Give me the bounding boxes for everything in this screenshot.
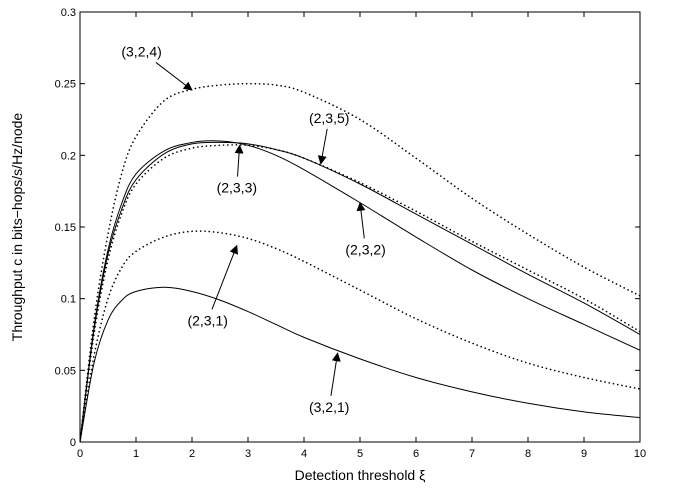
x-tick-label: 5: [357, 448, 363, 460]
y-tick-label: 0.05: [55, 365, 76, 377]
annotation-arrow: [234, 144, 244, 177]
x-axis-label: Detection threshold ξ: [295, 467, 426, 483]
series-line-2: [80, 230, 640, 442]
y-tick-label: 0.2: [61, 150, 76, 162]
x-tick-label: 7: [469, 448, 475, 460]
annotation-layer: (3,2,4) (2,3,5) (2,3,3) (2,3,2) (2,3,1) (3,2,…: [121, 43, 385, 414]
series-line-1: [80, 82, 640, 442]
series-line-3: [80, 144, 640, 442]
x-tick-label: 4: [301, 448, 307, 460]
annotation-label: (2,3,1): [187, 312, 227, 328]
plot-frame: [79, 11, 641, 443]
annotation-arrow: [317, 128, 328, 165]
annotation-2: (2,3,5): [309, 110, 349, 165]
annotation-4: (2,3,2): [345, 201, 386, 257]
y-axis-label: Throughput c in bits−hops/s/Hz/node: [9, 113, 25, 342]
annotation-label: (2,3,2): [345, 241, 385, 257]
annotation-3: (2,3,3): [217, 144, 257, 196]
tick-layer: 0 1 2 3 4 5 6 7 8 9 10 0 0.05 0.1 0.15 0.2 0.25 0.3: [55, 7, 647, 460]
annotation-label: (2,3,5): [309, 110, 349, 126]
y-tick-label: 0.15: [55, 222, 76, 234]
series-line-4: [80, 141, 640, 442]
annotation-arrow: [330, 352, 341, 396]
x-tick-label: 0: [77, 448, 83, 460]
y-tick-label: 0: [70, 437, 76, 449]
y-tick-label: 0.3: [61, 7, 76, 19]
annotation-arrow: [356, 201, 366, 239]
x-tick-label: 1: [133, 448, 139, 460]
x-tick-label: 3: [245, 448, 251, 460]
annotation-label: (2,3,3): [217, 180, 257, 196]
x-tick-label: 6: [413, 448, 419, 460]
annotation-arrow: [155, 62, 193, 91]
x-tick-label: 10: [634, 448, 646, 460]
annotation-arrow: [211, 244, 239, 310]
annotation-1: (3,2,4): [121, 43, 193, 91]
x-tick-label: 2: [189, 448, 195, 460]
annotation-label: (3,2,4): [121, 43, 161, 59]
annotation-5: (2,3,1): [187, 244, 239, 328]
x-tick-label: 8: [525, 448, 531, 460]
x-tick-label: 9: [581, 448, 587, 460]
y-tick-label: 0.1: [61, 294, 76, 306]
annotation-6: (3,2,1): [309, 352, 349, 415]
series-line-5: [80, 140, 640, 442]
series-line-6: [80, 286, 640, 442]
y-tick-label: 0.25: [55, 79, 76, 91]
series-layer: [80, 82, 640, 442]
annotation-label: (3,2,1): [309, 399, 349, 415]
